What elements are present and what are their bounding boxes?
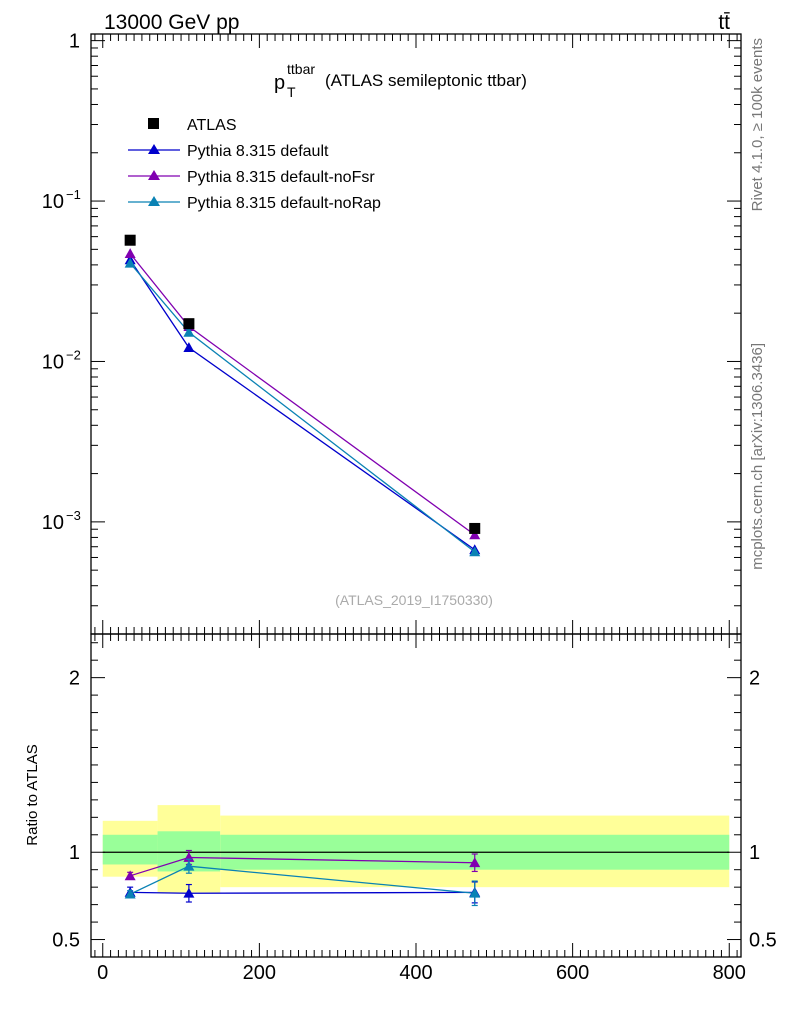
legend-marker-nofsr (148, 170, 160, 180)
series-line-0 (129, 259, 476, 551)
legend-label-default: Pythia 8.315 default (187, 143, 329, 160)
ratio-series-line-0 (130, 891, 475, 894)
ratio-series-2-point (124, 888, 136, 899)
title-main: p (274, 72, 285, 94)
y-tick-exponent: −3 (66, 508, 81, 523)
ratio-ylabel: Ratio to ATLAS (24, 744, 41, 845)
series-1-point (124, 248, 136, 259)
y-tick-label: 10 (42, 191, 64, 213)
ratio-series-2-point (469, 887, 481, 898)
title-superscript: ttbar (287, 61, 315, 77)
legend-marker-default (148, 144, 160, 154)
ratio-y-tick-label-right: 1 (749, 842, 760, 864)
y-tick-label: 1 (69, 31, 80, 53)
legend-label-norap: Pythia 8.315 default-noRap (187, 195, 381, 212)
plot-title: p (274, 72, 285, 94)
series-1-point (469, 529, 481, 540)
ratio-y-tick-label: 0.5 (52, 930, 80, 952)
main-panel: 10 −310 −210 −11 (42, 31, 742, 635)
title-subscript: T (287, 84, 296, 100)
analysis-id: (ATLAS_2019_I1750330) (335, 592, 493, 608)
y-tick-exponent: −2 (66, 347, 81, 362)
ratio-band-inner (102, 834, 158, 865)
legend-marker-norap (148, 196, 160, 206)
legend-marker-atlas (148, 118, 159, 129)
ratio-series-1-point (124, 870, 136, 881)
x-tick-label: 800 (713, 962, 746, 984)
series-2-point (124, 257, 136, 268)
legend-label-nofsr: Pythia 8.315 default-noFsr (187, 169, 375, 186)
x-tick-label: 200 (243, 962, 276, 984)
x-tick-label: 400 (399, 962, 432, 984)
ratio-series-2-point (183, 860, 195, 871)
series-0-point (183, 342, 195, 353)
ratio-frame (90, 633, 742, 958)
series-2-point (183, 326, 195, 337)
title-description: (ATLAS semileptonic ttbar) (325, 71, 527, 90)
atlas-data-point (183, 318, 195, 330)
ratio-y-tick-label-right: 2 (749, 668, 760, 690)
ratio-y-tick-label-right: 0.5 (749, 930, 777, 952)
atlas-data-point (469, 522, 481, 534)
legend-label-atlas: ATLAS (187, 117, 237, 134)
ratio-panel: 0.5 0.5 1 1 2 2 0 200 400 600 800 (52, 633, 777, 984)
series-line-2 (129, 262, 476, 553)
legend: ATLAS Pythia 8.315 default Pythia 8.315 … (128, 117, 381, 212)
mcplots-label: mcplots.cern.ch [arXiv:1306.3436] (749, 343, 766, 570)
ratio-y-tick-label: 2 (69, 668, 80, 690)
x-tick-label: 0 (97, 962, 108, 984)
process-label: tt̄ (718, 11, 730, 34)
y-tick-exponent: −1 (66, 187, 81, 202)
x-tick-label: 600 (556, 962, 589, 984)
ratio-series-1-point (469, 857, 481, 868)
atlas-data-point (124, 234, 136, 246)
y-tick-label: 10 (42, 351, 64, 373)
energy-label: 13000 GeV pp (104, 11, 239, 34)
series-line-1 (129, 253, 476, 536)
ratio-y-tick-label: 1 (69, 842, 80, 864)
series-2-point (469, 546, 481, 557)
ratio-series-0-point (183, 887, 195, 898)
y-tick-label: 10 (42, 512, 64, 534)
rivet-label: Rivet 4.1.0, ≥ 100k events (749, 38, 766, 211)
